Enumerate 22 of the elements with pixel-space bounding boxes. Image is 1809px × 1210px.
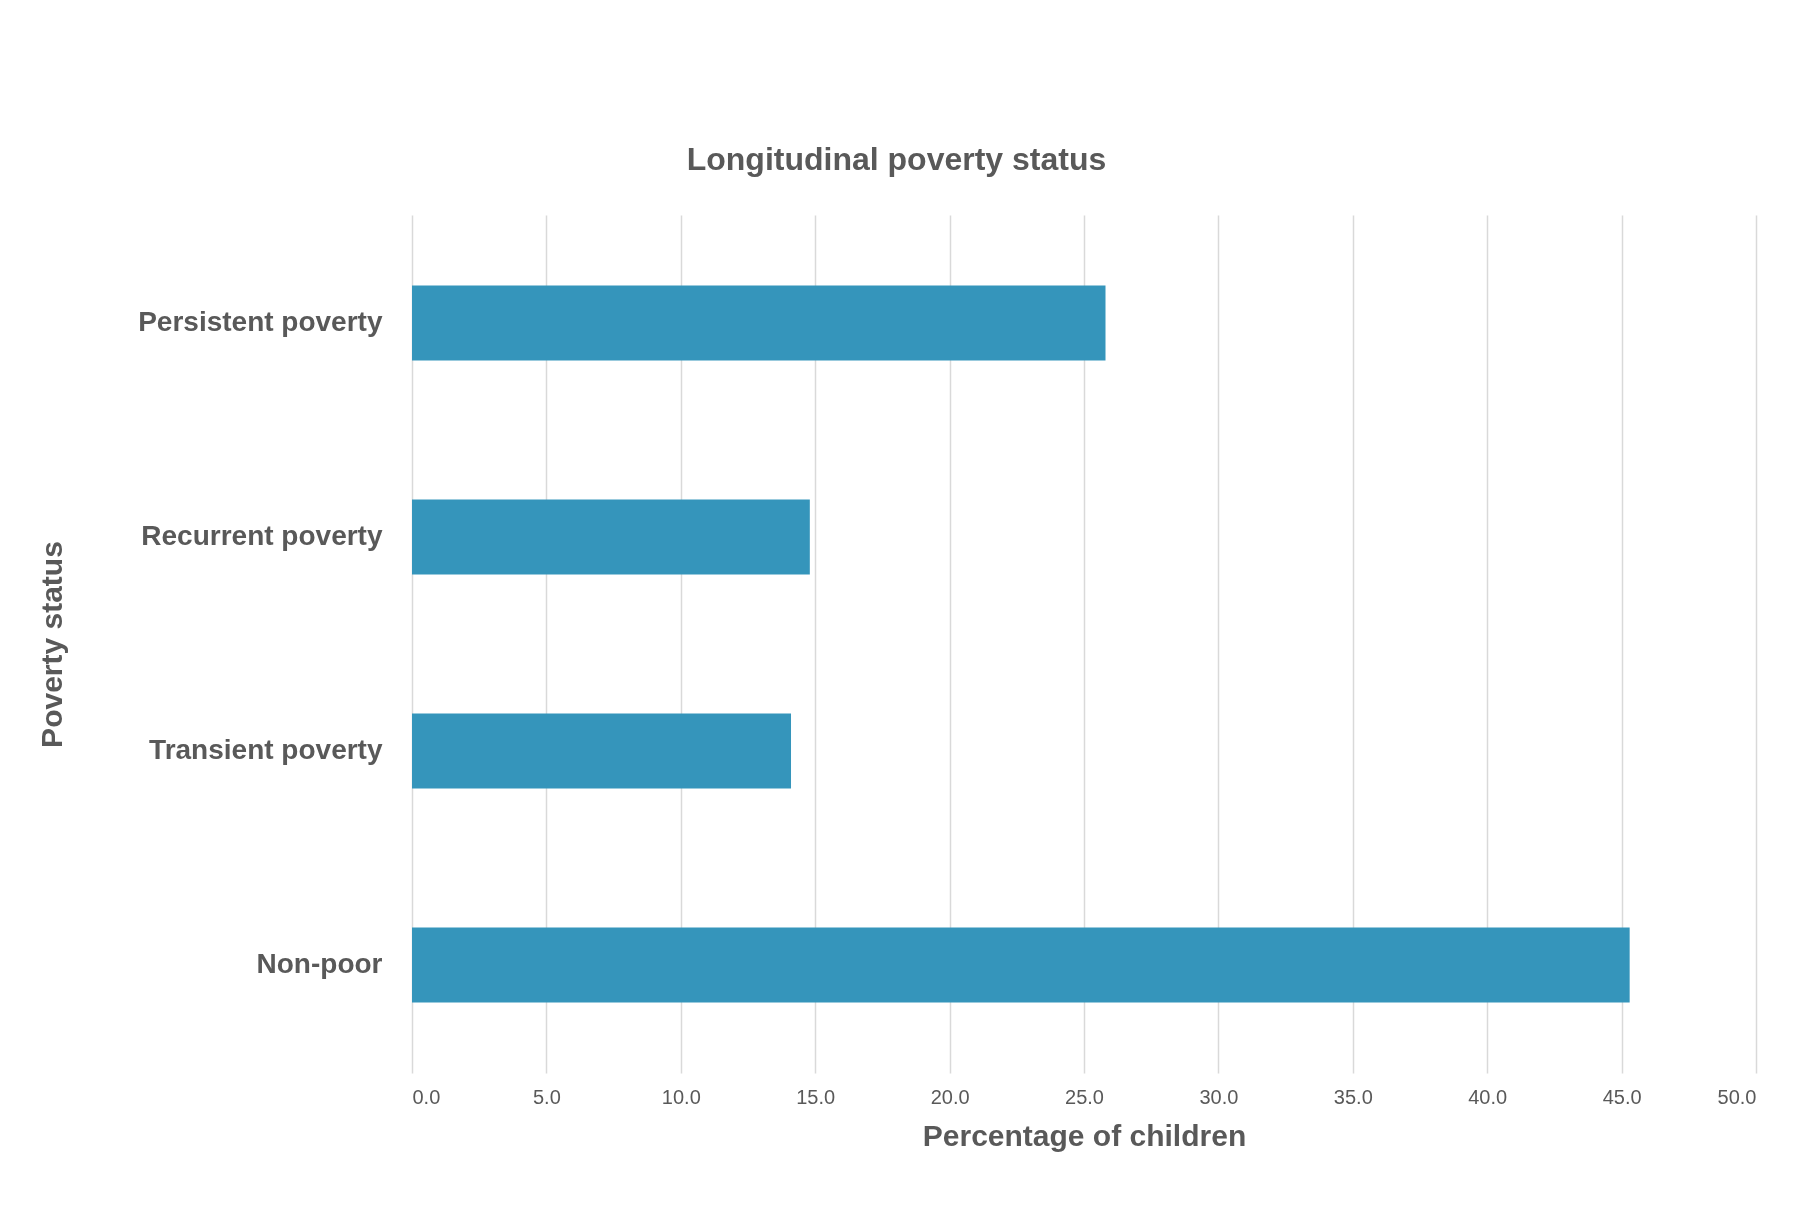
x-tick-label: 15.0 [796, 1085, 836, 1108]
x-tick-label: 25.0 [1065, 1085, 1104, 1108]
y-tick-label: Persistent poverty [138, 306, 383, 338]
x-tick-label: 45.0 [1602, 1085, 1642, 1108]
x-tick-label: 20.0 [930, 1085, 970, 1108]
chart-title: Longitudinal poverty status [686, 141, 1107, 177]
y-tick-label: Non-poor [256, 947, 383, 979]
y-tick-label: Recurrent poverty [141, 520, 383, 552]
bar [412, 499, 810, 575]
y-tick-label: Transient poverty [149, 733, 383, 765]
x-tick-label: 40.0 [1468, 1085, 1508, 1108]
x-axis-title: Percentage of children [922, 1118, 1247, 1152]
x-tick-label: 10.0 [661, 1085, 701, 1108]
bar [412, 285, 1106, 361]
y-axis-title: Poverty status [34, 541, 68, 748]
x-tick-label: 50.0 [1717, 1085, 1757, 1108]
x-tick-label: 30.0 [1199, 1085, 1239, 1108]
x-tick-label: 0.0 [412, 1085, 441, 1108]
bar [412, 713, 792, 789]
x-tick-label: 35.0 [1333, 1085, 1373, 1108]
bar [412, 927, 1630, 1003]
x-tick-label: 5.0 [532, 1085, 561, 1108]
